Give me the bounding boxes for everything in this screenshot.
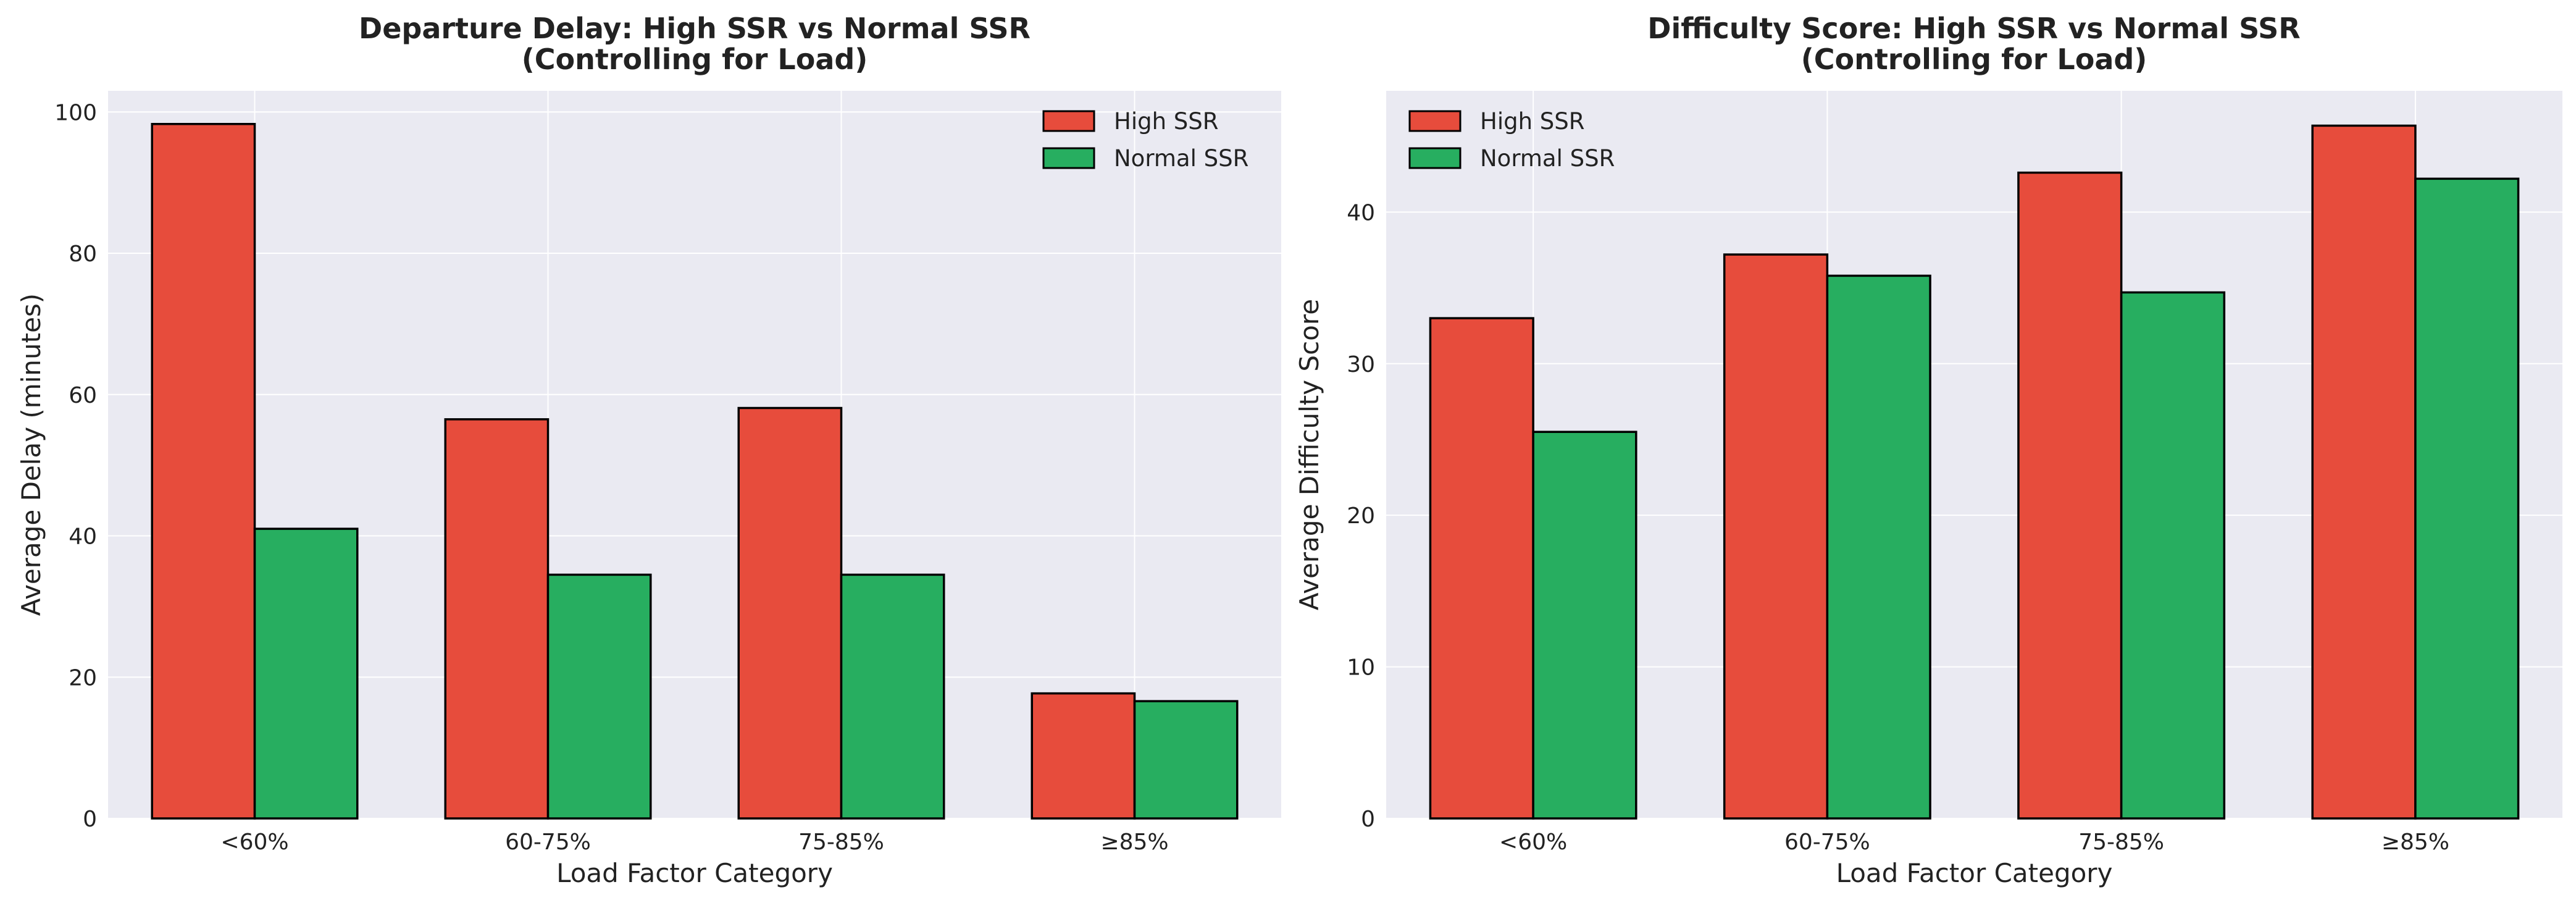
y-tick-label: 20	[69, 665, 97, 691]
chart-title-line-1: Difficulty Score: High SSR vs Normal SSR	[1647, 12, 2300, 45]
y-tick-label: 80	[69, 242, 97, 267]
legend-swatch-high-ssr	[1408, 110, 1462, 132]
bar-normal-ssr	[2414, 177, 2520, 820]
x-tick-label: ≥85%	[1100, 830, 1168, 855]
chart-title-line-1: Departure Delay: High SSR vs Normal SSR	[359, 12, 1031, 45]
y-tick-label: 30	[1347, 352, 1375, 377]
legend: High SSR Normal SSR	[1042, 108, 1248, 172]
bar-high-ssr	[2311, 124, 2417, 820]
legend-swatch-normal-ssr	[1408, 147, 1462, 169]
y-tick-label: 40	[69, 524, 97, 550]
chart-title-line-2: (Controlling for Load)	[1801, 43, 2147, 76]
y-axis-label: Average Delay (minutes)	[16, 293, 46, 616]
chart-panel-2: 0 10 20 30 40 <60% 60-75% 75-85% ≥85% Difficulty …	[1294, 12, 2562, 888]
legend-swatch-normal-ssr	[1042, 147, 1095, 169]
x-tick-label: 75-85%	[2078, 830, 2164, 855]
bar-high-ssr	[1723, 253, 1829, 820]
x-tick-label: 60-75%	[1784, 830, 1870, 855]
legend-label: Normal SSR	[1114, 145, 1248, 172]
y-tick-label: 60	[69, 383, 97, 408]
bar-high-ssr	[1429, 317, 1534, 820]
bar-high-ssr	[444, 418, 550, 820]
y-tick-label: 10	[1347, 655, 1375, 681]
y-tick-label: 0	[1361, 807, 1375, 832]
bar-high-ssr	[737, 406, 843, 820]
chart-panel-1: 0 20 40 60 80 100 <60% 60-75% 75-85% ≥85% Departur…	[16, 12, 1281, 888]
bar-normal-ssr	[840, 573, 945, 820]
bar-normal-ssr	[1133, 700, 1239, 820]
x-axis-label: Load Factor Category	[556, 858, 833, 888]
y-tick-label: 40	[1347, 200, 1375, 225]
y-tick-label: 100	[54, 100, 97, 125]
legend-label: Normal SSR	[1480, 145, 1615, 172]
bar-normal-ssr	[253, 528, 359, 820]
bar-high-ssr	[151, 123, 256, 820]
x-axis-label: Load Factor Category	[1836, 858, 2113, 888]
bar-normal-ssr	[2120, 291, 2226, 820]
legend-label: High SSR	[1114, 108, 1218, 135]
bar-high-ssr	[1031, 692, 1136, 820]
bar-normal-ssr	[1826, 274, 1931, 820]
chart-title-line-2: (Controlling for Load)	[522, 43, 868, 76]
x-tick-label: 75-85%	[798, 830, 884, 855]
bar-high-ssr	[2017, 171, 2123, 820]
y-tick-label: 0	[83, 807, 97, 832]
y-tick-label: 20	[1347, 503, 1375, 529]
legend-label: High SSR	[1480, 108, 1584, 135]
legend-swatch-high-ssr	[1042, 110, 1095, 132]
legend: High SSR Normal SSR	[1408, 108, 1615, 172]
x-tick-label: <60%	[1499, 830, 1567, 855]
x-tick-label: 60-75%	[505, 830, 591, 855]
bar-normal-ssr	[1532, 431, 1637, 820]
x-tick-label: <60%	[220, 830, 288, 855]
bar-normal-ssr	[546, 573, 652, 820]
y-axis-label: Average Difficulty Score	[1294, 299, 1324, 610]
x-tick-label: ≥85%	[2382, 830, 2449, 855]
